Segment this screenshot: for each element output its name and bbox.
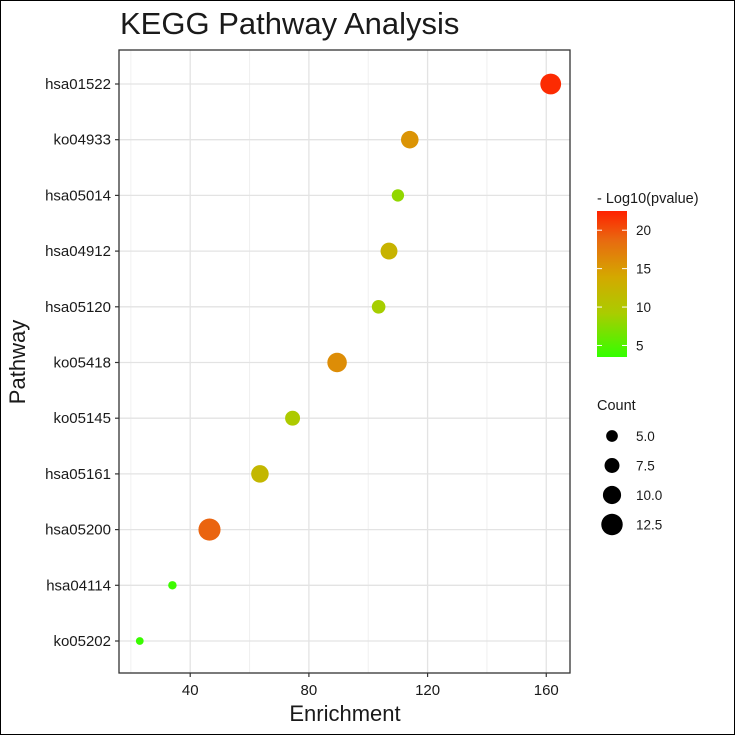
- y-tick-label: hsa04114: [46, 577, 111, 594]
- size-legend-key: [601, 513, 623, 536]
- y-tick-label: ko05418: [53, 355, 111, 372]
- data-point: [285, 410, 301, 426]
- data-point: [371, 299, 386, 314]
- size-legend-label: 10.0: [636, 488, 662, 503]
- x-tick-label: 80: [301, 682, 318, 699]
- color-bar-tick-label: 15: [636, 262, 651, 277]
- size-legend-key: [604, 458, 620, 473]
- y-tick-label: hsa05161: [45, 466, 111, 483]
- data-point: [380, 242, 398, 260]
- panel-border: [118, 49, 571, 674]
- y-tick-label: hsa05014: [45, 187, 111, 204]
- data-point: [135, 637, 144, 645]
- color-bar: [597, 211, 627, 357]
- y-tick-label: ko04933: [53, 132, 111, 149]
- y-tick-label: hsa05120: [45, 299, 111, 316]
- size-legend: Count 5.0 7.5 10.0 12.5: [597, 398, 662, 536]
- size-legend-key: [606, 430, 618, 442]
- color-legend: - Log10(pvalue) 5 10 15 20: [597, 191, 699, 357]
- color-bar-tick-label: 10: [636, 300, 651, 315]
- data-point: [327, 352, 347, 373]
- x-tick-label: 40: [182, 682, 199, 699]
- data-point: [540, 73, 562, 95]
- color-bar-tick-label: 20: [636, 223, 651, 238]
- size-legend-label: 7.5: [636, 459, 655, 474]
- data-points: [135, 73, 562, 645]
- y-tick-label: hsa01522: [45, 76, 111, 93]
- size-legend-label: 5.0: [636, 429, 655, 444]
- chart-title: KEGG Pathway Analysis: [120, 6, 459, 41]
- data-point: [198, 518, 221, 541]
- y-tick-label: hsa04912: [45, 243, 111, 260]
- x-tick-label: 120: [415, 682, 440, 699]
- data-point: [401, 130, 419, 149]
- color-legend-title: - Log10(pvalue): [597, 191, 699, 207]
- x-tick-label: 160: [534, 682, 559, 699]
- color-bar-tick-label: 5: [636, 338, 644, 353]
- size-legend-key: [602, 485, 622, 505]
- x-axis-label: Enrichment: [289, 701, 400, 726]
- data-point: [391, 189, 405, 202]
- data-point: [168, 581, 177, 590]
- y-tick-label: ko05202: [53, 633, 111, 650]
- size-legend-label: 12.5: [636, 518, 662, 533]
- axes: hsa01522 ko04933 hsa05014 hsa04912 hsa05120 k…: [45, 49, 571, 699]
- size-legend-title: Count: [597, 398, 636, 414]
- y-tick-label: hsa05200: [45, 522, 111, 539]
- y-axis-label: Pathway: [5, 320, 30, 404]
- y-tick-label: ko05145: [53, 410, 111, 427]
- data-point: [251, 465, 269, 483]
